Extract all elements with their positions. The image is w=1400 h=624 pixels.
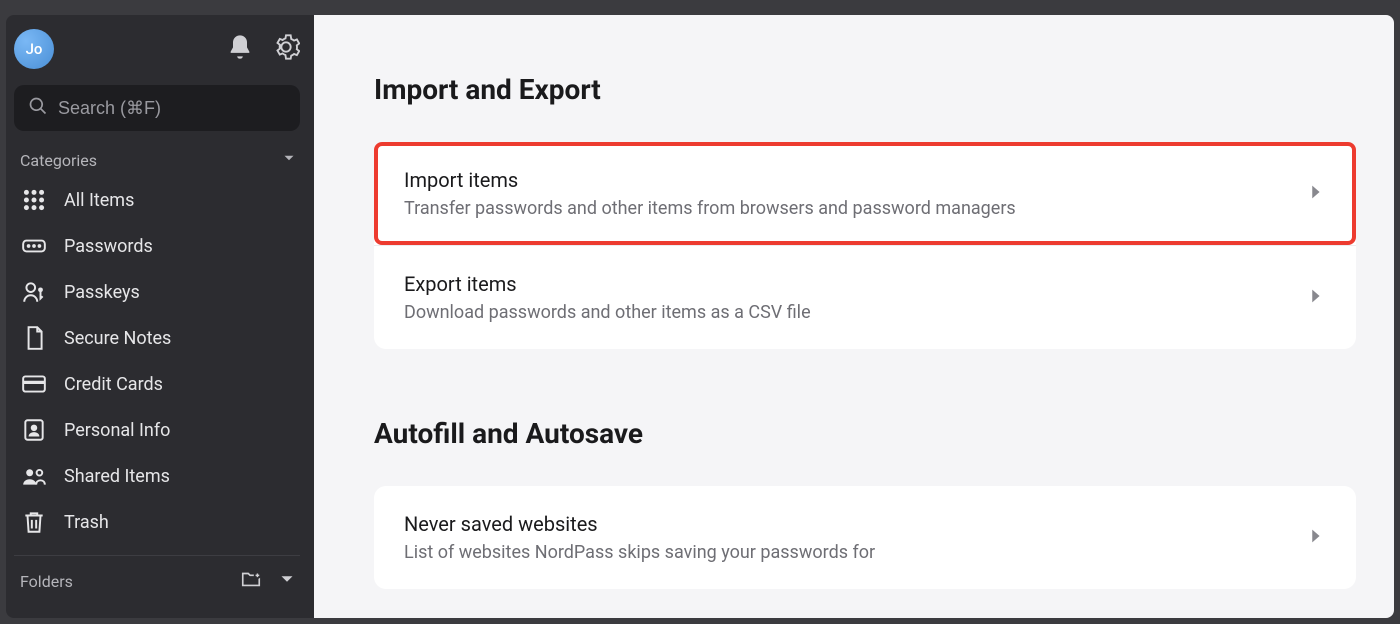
category-list: All Items Passwords Passkeys Secure Note… (14, 177, 306, 545)
sidebar-top-bar: Jo (14, 29, 306, 79)
avatar[interactable]: Jo (14, 29, 54, 69)
sidebar-item-label: Passwords (64, 236, 153, 257)
sidebar-item-personal-info[interactable]: Personal Info (14, 407, 306, 453)
sidebar-item-label: Shared Items (64, 466, 170, 487)
search-input[interactable] (58, 98, 290, 119)
row-title: Never saved websites (404, 512, 875, 536)
row-never-saved-websites[interactable]: Never saved websites List of websites No… (374, 486, 1356, 589)
sidebar-item-credit-cards[interactable]: Credit Cards (14, 361, 306, 407)
chevron-right-icon (1304, 285, 1326, 311)
sidebar-item-label: Secure Notes (64, 328, 171, 349)
row-desc: Download passwords and other items as a … (404, 302, 811, 323)
categories-header[interactable]: Categories (14, 145, 306, 177)
sidebar-item-label: All Items (64, 190, 134, 211)
autofill-group: Never saved websites List of websites No… (374, 486, 1356, 589)
main-content: Import and Export Import items Transfer … (314, 15, 1394, 618)
sidebar-item-passkeys[interactable]: Passkeys (14, 269, 306, 315)
card-icon (20, 371, 48, 397)
row-desc: List of websites NordPass skips saving y… (404, 542, 875, 563)
sidebar-item-secure-notes[interactable]: Secure Notes (14, 315, 306, 361)
search-icon (28, 96, 48, 120)
row-title: Import items (404, 168, 1016, 192)
row-title: Export items (404, 272, 811, 296)
row-export-items[interactable]: Export items Download passwords and othe… (374, 246, 1356, 349)
row-desc: Transfer passwords and other items from … (404, 198, 1016, 219)
password-icon (20, 233, 48, 259)
sidebar-item-shared-items[interactable]: Shared Items (14, 453, 306, 499)
sidebar-item-label: Passkeys (64, 282, 140, 303)
row-import-items[interactable]: Import items Transfer passwords and othe… (374, 142, 1356, 245)
folders-label: Folders (20, 572, 73, 591)
bell-icon[interactable] (226, 33, 254, 65)
search-field[interactable] (14, 85, 300, 131)
grid-icon (20, 187, 48, 213)
sidebar-item-label: Trash (64, 512, 109, 533)
categories-label: Categories (20, 151, 97, 170)
add-folder-icon[interactable] (240, 568, 262, 594)
shared-icon (20, 463, 48, 489)
folders-header[interactable]: Folders (14, 564, 306, 600)
section-title-import-export: Import and Export (374, 73, 1356, 106)
sidebar-item-trash[interactable]: Trash (14, 499, 306, 545)
passkey-icon (20, 279, 48, 305)
chevron-right-icon (1304, 525, 1326, 551)
trash-icon (20, 509, 48, 535)
sidebar-divider (14, 555, 300, 556)
sidebar-item-label: Credit Cards (64, 374, 163, 395)
sidebar: Jo Categories (6, 15, 314, 618)
sidebar-item-all-items[interactable]: All Items (14, 177, 306, 223)
chevron-right-icon (1304, 181, 1326, 207)
section-title-autofill: Autofill and Autosave (374, 417, 1356, 450)
sidebar-item-passwords[interactable]: Passwords (14, 223, 306, 269)
gear-icon[interactable] (272, 33, 300, 65)
avatar-initials: Jo (26, 40, 43, 58)
sidebar-item-label: Personal Info (64, 420, 170, 441)
import-export-group: Import items Transfer passwords and othe… (374, 142, 1356, 349)
chevron-down-icon (276, 568, 298, 594)
note-icon (20, 325, 48, 351)
personal-icon (20, 417, 48, 443)
chevron-down-icon (280, 149, 298, 171)
top-icons (226, 33, 300, 65)
